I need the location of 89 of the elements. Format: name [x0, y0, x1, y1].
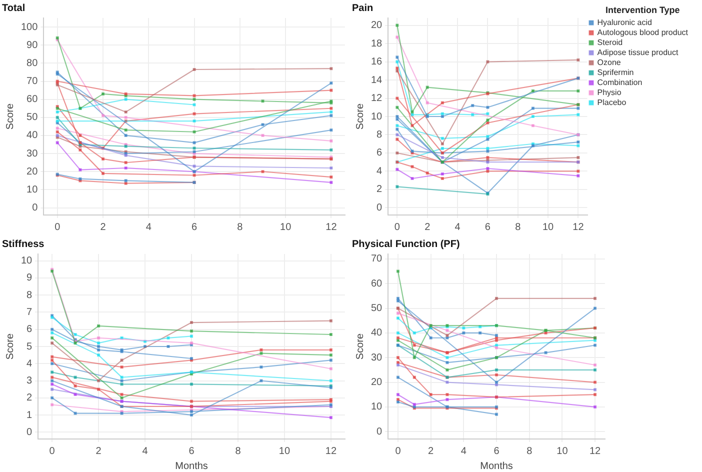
y-tick-label: 3: [26, 376, 33, 387]
y-tick-label: 2: [26, 392, 33, 404]
y-tick-label: 4: [376, 166, 383, 177]
x-tick-label: 2: [100, 222, 106, 233]
y-tick-label: 9: [26, 272, 33, 284]
y-tick-label: 7: [26, 306, 33, 318]
y-axis-title: Score: [354, 103, 366, 130]
legend-label: Combination: [597, 78, 642, 88]
x-tick-label: 8: [526, 446, 533, 457]
y-tick-label: 6: [26, 324, 33, 336]
x-tick-label: 8: [235, 446, 242, 457]
y-tick-label: 80: [26, 58, 38, 69]
legend-label: Physio: [597, 88, 622, 98]
y-axis-title: Score: [4, 103, 16, 130]
y-tick-label: 20: [371, 20, 383, 32]
x-tick-label: 4: [146, 222, 152, 233]
legend-label: Steroid: [597, 38, 623, 48]
x-tick-label: 12: [326, 222, 338, 233]
legend-label: Adipose tissue product: [597, 48, 679, 58]
y-tick-label: 0: [26, 426, 33, 438]
y-tick-label: 60: [371, 278, 383, 290]
x-tick-label: 0: [395, 446, 402, 457]
y-tick-label: 60: [26, 94, 38, 106]
chart-title: Total: [2, 2, 26, 14]
y-tick-label: 90: [26, 40, 38, 51]
x-tick-label: 2: [96, 446, 102, 457]
y-tick-label: 40: [26, 130, 38, 142]
legend-label: Autologous blood product: [597, 28, 689, 38]
y-tick-label: 10: [21, 256, 33, 267]
legend-label: Ozone: [597, 58, 622, 68]
y-tick-label: 16: [371, 56, 383, 68]
y-tick-label: 18: [371, 38, 383, 50]
y-tick-label: 2: [376, 184, 383, 196]
x-tick-label: 0: [49, 446, 56, 457]
y-tick-label: 12: [371, 93, 383, 104]
y-tick-label: 8: [26, 290, 33, 301]
y-tick-label: 70: [371, 254, 383, 265]
legend-label: Placebo: [597, 98, 627, 108]
y-tick-label: 5: [26, 341, 33, 352]
y-tick-label: 0: [376, 426, 383, 438]
x-axis-title: Months: [175, 460, 208, 472]
y-tick-label: 1: [26, 410, 33, 421]
legend-label: Hyaluronic acid: [597, 18, 652, 28]
y-tick-label: 10: [371, 402, 383, 413]
chart-title: Physical Function (PF): [352, 238, 460, 250]
y-tick-label: 0: [32, 202, 38, 214]
x-tick-label: 4: [454, 222, 461, 233]
y-tick-label: 10: [371, 111, 383, 122]
y-axis-title: Score: [354, 333, 366, 360]
y-tick-label: 40: [371, 328, 383, 339]
x-tick-label: 4: [142, 446, 148, 457]
x-tick-label: 6: [188, 446, 195, 457]
y-tick-label: 70: [26, 76, 38, 88]
y-tick-label: 10: [26, 184, 38, 196]
x-tick-label: 6: [192, 222, 198, 233]
x-tick-label: 0: [54, 222, 61, 233]
chart-title: Stiffness: [2, 238, 45, 250]
y-axis-title: Score: [4, 333, 16, 360]
y-tick-label: 14: [371, 74, 383, 86]
y-tick-label: 6: [376, 148, 383, 159]
x-tick-label: 2: [424, 222, 431, 233]
y-tick-label: 0: [376, 202, 383, 214]
x-axis-title: Months: [480, 460, 513, 472]
x-tick-label: 10: [280, 222, 292, 233]
x-tick-label: 6: [484, 222, 491, 233]
y-tick-label: 4: [26, 358, 33, 370]
y-tick-label: 100: [20, 22, 38, 33]
y-tick-label: 50: [371, 303, 383, 314]
y-tick-label: 30: [371, 352, 383, 364]
y-tick-label: 30: [26, 148, 38, 160]
y-tick-label: 20: [371, 377, 383, 388]
x-tick-label: 2: [428, 446, 434, 457]
y-tick-label: 20: [26, 166, 38, 178]
x-tick-label: 6: [494, 446, 500, 457]
x-tick-label: 12: [325, 446, 337, 457]
y-tick-label: 50: [26, 112, 38, 124]
x-tick-label: 10: [556, 446, 568, 457]
x-tick-label: 12: [572, 222, 584, 233]
legend-title: Intervention Type: [605, 4, 680, 15]
x-tick-label: 0: [394, 222, 400, 233]
chart-title: Pain: [352, 2, 374, 14]
x-tick-label: 8: [237, 222, 244, 233]
legend-label: Sprifermin: [597, 68, 634, 78]
x-tick-label: 12: [589, 446, 602, 457]
y-tick-label: 8: [376, 129, 383, 140]
x-tick-label: 4: [460, 446, 467, 457]
x-tick-label: 10: [278, 446, 290, 457]
x-tick-label: 8: [515, 222, 522, 233]
x-tick-label: 10: [542, 222, 554, 233]
